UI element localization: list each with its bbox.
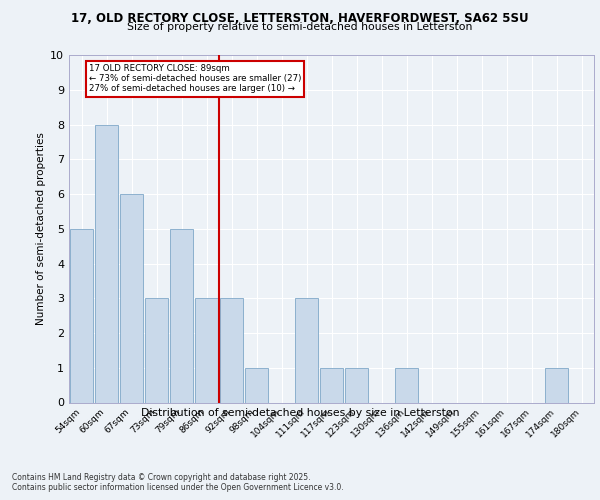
Bar [320,368,343,402]
Bar [95,124,118,402]
Text: Contains HM Land Registry data © Crown copyright and database right 2025.
Contai: Contains HM Land Registry data © Crown c… [12,472,344,492]
Bar [195,298,218,403]
Bar [220,298,243,403]
Bar [295,298,318,403]
Text: 17, OLD RECTORY CLOSE, LETTERSTON, HAVERFORDWEST, SA62 5SU: 17, OLD RECTORY CLOSE, LETTERSTON, HAVER… [71,12,529,26]
Text: 17 OLD RECTORY CLOSE: 89sqm
← 73% of semi-detached houses are smaller (27)
27% o: 17 OLD RECTORY CLOSE: 89sqm ← 73% of sem… [89,64,301,94]
Bar [70,229,93,402]
Bar [245,368,268,402]
Bar [120,194,143,402]
Text: Size of property relative to semi-detached houses in Letterston: Size of property relative to semi-detach… [127,22,473,32]
Bar [545,368,568,402]
Bar [395,368,418,402]
Bar [145,298,168,403]
Bar [170,229,193,402]
Text: Distribution of semi-detached houses by size in Letterston: Distribution of semi-detached houses by … [141,408,459,418]
Bar [345,368,368,402]
Y-axis label: Number of semi-detached properties: Number of semi-detached properties [36,132,46,325]
